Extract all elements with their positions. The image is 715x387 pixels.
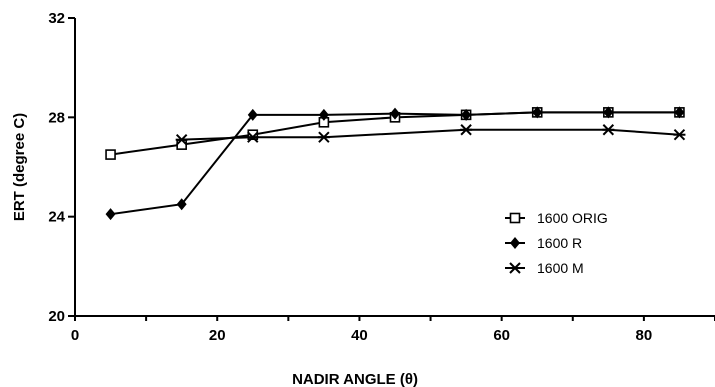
y-tick-label: 32: [48, 10, 65, 27]
x-axis-title: NADIR ANGLE (θ): [292, 371, 418, 387]
legend-item-1600-r: 1600 R: [505, 235, 582, 251]
chart-axes: [74, 18, 715, 317]
x-tick-label: 60: [493, 327, 510, 344]
data-point: [674, 106, 685, 119]
x-tick-label: 40: [351, 327, 368, 344]
x-tick-label: 20: [209, 327, 226, 344]
series-line: [181, 128, 680, 141]
data-point: [673, 129, 686, 141]
legend-label: 1600 R: [537, 235, 582, 251]
legend-item-1600-m: 1600 M: [505, 260, 584, 276]
x-tick-label: 0: [71, 327, 79, 344]
data-point: [460, 124, 473, 136]
legend-label: 1600 M: [537, 260, 584, 276]
legend: 1600 ORIG 1600 R 1600 M: [505, 210, 608, 276]
data-point: [176, 198, 187, 211]
x-tick-label: 80: [636, 327, 653, 344]
y-axis-title: ERT (degree C): [11, 113, 28, 221]
data-point: [602, 124, 615, 136]
y-tick-label: 24: [48, 209, 65, 226]
series-line: [110, 111, 680, 216]
legend-marker: [509, 262, 521, 274]
data-point: [246, 131, 259, 143]
series-1600-m: [175, 124, 686, 146]
legend-marker: [510, 237, 520, 249]
series-1600-r: [105, 106, 685, 221]
data-point: [105, 149, 116, 160]
legend-item-1600-orig: 1600 ORIG: [505, 210, 608, 226]
data-point: [603, 106, 614, 119]
legend-marker: [509, 212, 521, 224]
axis-ticks: 20 24 28 32 0 20 40 60 80: [48, 10, 715, 344]
data-point: [390, 107, 400, 120]
data-point: [175, 133, 188, 146]
data-point: [461, 108, 472, 121]
data-point: [105, 208, 116, 221]
data-point: [532, 106, 543, 119]
data-point: [318, 108, 329, 121]
data-point: [247, 108, 258, 121]
y-tick-label: 20: [48, 308, 65, 325]
data-point: [247, 129, 259, 141]
y-tick-label: 28: [48, 109, 65, 126]
data-point: [317, 131, 330, 143]
legend-label: 1600 ORIG: [537, 210, 608, 226]
series-layer: [105, 106, 686, 221]
